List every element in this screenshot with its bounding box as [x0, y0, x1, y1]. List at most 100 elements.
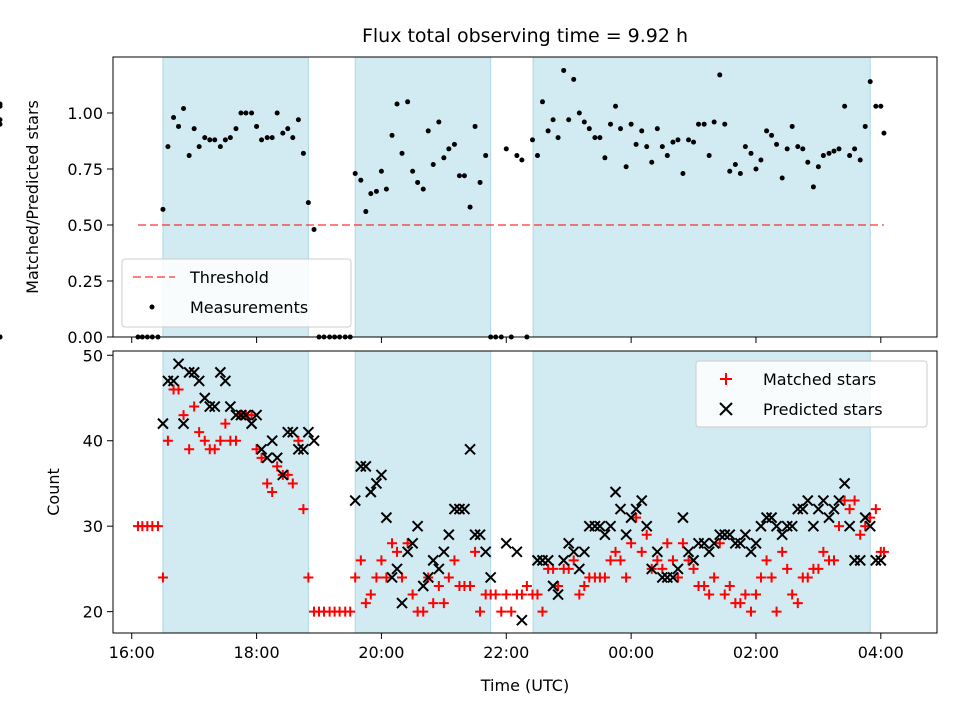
measurement-point: [602, 155, 608, 161]
measurement-point: [696, 121, 702, 127]
matched-star-point: [267, 487, 278, 497]
predicted-star-point: [823, 511, 835, 524]
bottom-legend-box: [695, 360, 928, 428]
matched-star-point: [152, 521, 163, 532]
predicted-star-point: [438, 546, 450, 558]
predicted-star-point: [542, 554, 554, 567]
predicted-star-point: [469, 529, 481, 541]
measurement-point: [415, 179, 421, 185]
matched-star-point: [521, 581, 532, 591]
measurement-point: [456, 173, 462, 179]
predicted-star-point: [719, 529, 731, 541]
predicted-star-point: [573, 563, 586, 575]
bottom-data-layer: [132, 358, 889, 626]
predicted-star-point: [698, 537, 710, 549]
matched-star-point: [376, 555, 387, 566]
x-tick-label: 02:00: [733, 643, 779, 662]
top-y-tick-label: 0.50: [67, 216, 103, 235]
measurement-point: [545, 128, 551, 134]
matched-star-point: [605, 555, 616, 566]
predicted-star-point: [214, 366, 227, 379]
measurement-point: [207, 137, 213, 143]
measurement-point: [378, 168, 384, 174]
matched-star-point: [256, 452, 267, 463]
predicted-star-point: [729, 537, 742, 549]
predicted-star-point: [209, 400, 221, 413]
measurement-point: [779, 175, 785, 181]
predicted-star-point: [765, 511, 778, 524]
predicted-star-point: [427, 554, 439, 567]
matched-star-point: [303, 572, 314, 583]
measurement-point: [581, 119, 587, 125]
predicted-star-point: [594, 520, 606, 532]
predicted-star-point: [302, 426, 315, 438]
measurement-point: [451, 141, 457, 147]
measurement-point: [425, 128, 431, 134]
predicted-star-point: [355, 460, 367, 473]
measurement-point: [748, 150, 754, 156]
predicted-star-point: [854, 554, 866, 567]
measurement-point: [649, 159, 655, 165]
predicted-star-point: [266, 435, 278, 447]
measurement-point: [727, 168, 733, 174]
measurement-point: [160, 206, 166, 212]
matched-star-point: [350, 572, 361, 583]
measurement-point: [800, 146, 806, 152]
matched-star-point: [714, 538, 725, 549]
measurement-point: [461, 173, 467, 179]
matched-star-point: [506, 606, 517, 617]
measurement-point: [686, 137, 692, 143]
top-data-layer: [0, 67, 887, 340]
measurement-point: [186, 153, 192, 159]
predicted-star-point: [287, 426, 299, 438]
predicted-star-point: [443, 529, 455, 541]
matched-star-point: [677, 538, 688, 549]
measurement-point: [254, 123, 260, 129]
matched-star-point: [782, 563, 793, 574]
top-axes: 0.00 0.25 0.50 0.75 1.00 Matched/Predicted s…: [0, 56, 938, 347]
matched-star-point: [475, 606, 486, 617]
predicted-star-point: [479, 546, 492, 558]
threshold-legend-label: Threshold: [189, 268, 269, 287]
measurement-point: [191, 126, 197, 132]
predicted-star-point: [630, 503, 642, 515]
matched-star-point: [392, 546, 403, 557]
measurement-point: [701, 121, 707, 127]
matched-star-point: [652, 555, 663, 566]
x-tick-label: 20:00: [358, 643, 404, 662]
predicted-star-point: [760, 511, 773, 524]
measurement-point: [826, 150, 832, 156]
predicted-star-point: [812, 503, 825, 515]
measurement-point: [873, 103, 879, 109]
matched-star-point: [802, 572, 813, 583]
measurement-point: [597, 135, 603, 141]
predicted-star-point: [458, 503, 471, 515]
measurement-point: [405, 99, 411, 105]
predicted-star-point: [308, 435, 320, 447]
matched-star-point: [574, 589, 585, 600]
matched-star-point: [667, 555, 678, 566]
predicted-star-point: [750, 537, 762, 549]
measurement-point: [753, 166, 759, 172]
measurement-point: [732, 162, 738, 168]
top-y-tick-label: 0.25: [67, 272, 103, 291]
predicted-star-point: [656, 571, 669, 584]
predicted-star-point: [797, 503, 809, 515]
predicted-star-point: [219, 375, 232, 387]
predicted-star-point: [230, 409, 242, 421]
measurement-point: [586, 126, 592, 132]
measurement-point: [441, 155, 447, 161]
top-observation-windows: [162, 56, 871, 338]
bottom-y-tick-label: 40: [83, 432, 103, 451]
measurement-point: [222, 137, 228, 143]
predicted-star-point: [562, 537, 575, 549]
matched-star-point: [360, 598, 371, 609]
matched-star-point: [610, 546, 621, 557]
predicted-star-point: [620, 529, 632, 541]
predicted-star-point: [708, 537, 720, 549]
measurement-point: [171, 114, 177, 120]
matched-star-point: [860, 521, 871, 532]
predicted-star-point: [188, 366, 200, 379]
